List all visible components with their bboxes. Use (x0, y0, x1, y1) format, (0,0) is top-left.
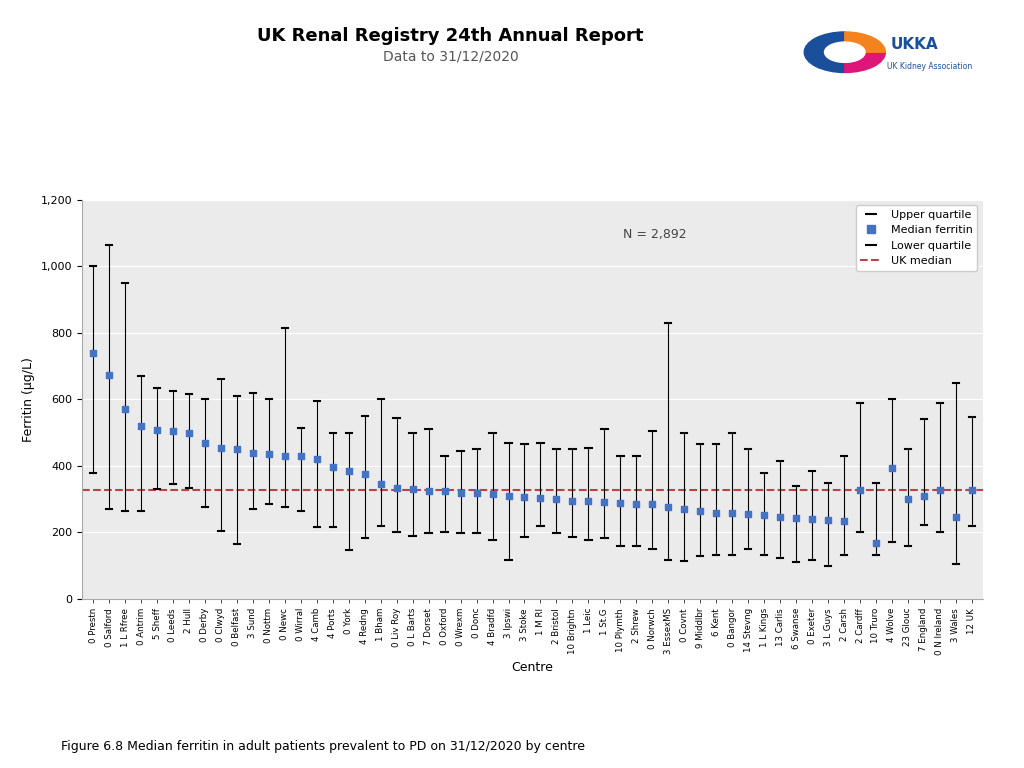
Point (676, 502, 692, 515)
Point (501, 490, 517, 502)
Text: Figure 6.8 Median ferritin in adult patients prevalent to PD on 31/12/2020 by ce: Figure 6.8 Median ferritin in adult pati… (61, 740, 586, 753)
Point (388, 482, 404, 494)
Point (85, 347, 101, 359)
Point (915, 490, 932, 502)
Circle shape (824, 42, 865, 62)
Point (228, 443, 245, 455)
Point (772, 511, 788, 523)
Point (596, 495, 612, 508)
Point (181, 426, 198, 439)
Wedge shape (804, 32, 845, 72)
Point (532, 492, 549, 504)
Wedge shape (845, 52, 886, 72)
Point (947, 511, 964, 523)
Point (692, 505, 709, 517)
X-axis label: Centre: Centre (512, 661, 553, 674)
Text: UK Kidney Association: UK Kidney Association (887, 61, 973, 71)
Text: N = 2,892: N = 2,892 (623, 227, 686, 240)
Text: UKKA: UKKA (891, 38, 939, 52)
Point (867, 537, 884, 549)
Point (932, 484, 948, 496)
Point (101, 369, 118, 382)
Point (293, 450, 309, 462)
Point (197, 437, 213, 449)
Wedge shape (845, 32, 886, 52)
Point (581, 495, 597, 507)
Point (453, 486, 469, 498)
Point (836, 515, 852, 527)
Point (628, 498, 644, 511)
Point (756, 509, 772, 521)
Point (484, 488, 501, 501)
Point (708, 506, 724, 518)
Point (325, 461, 341, 473)
Point (404, 483, 421, 495)
Point (820, 514, 837, 526)
Point (516, 491, 532, 503)
Point (644, 498, 660, 511)
Point (787, 511, 804, 524)
Point (436, 485, 453, 497)
Point (148, 424, 165, 436)
Point (356, 468, 373, 481)
Point (421, 485, 437, 497)
Point (261, 449, 278, 461)
Point (213, 442, 229, 454)
Point (964, 484, 980, 496)
Point (308, 453, 325, 465)
Text: UK Renal Registry 24th Annual Report: UK Renal Registry 24th Annual Report (257, 27, 644, 45)
Point (612, 497, 629, 509)
Point (564, 495, 581, 507)
Y-axis label: Ferritin (μg/L): Ferritin (μg/L) (23, 357, 35, 442)
Point (276, 450, 293, 462)
Point (804, 512, 820, 525)
Point (133, 420, 150, 432)
Point (165, 425, 181, 437)
Point (548, 493, 564, 505)
Point (900, 493, 916, 505)
Point (341, 465, 357, 477)
Point (724, 506, 740, 518)
Point (245, 447, 261, 459)
Point (117, 403, 133, 415)
Point (884, 462, 900, 474)
Point (852, 484, 868, 496)
Legend: Upper quartile, Median ferritin, Lower quartile, UK median: Upper quartile, Median ferritin, Lower q… (856, 205, 978, 271)
Point (660, 501, 677, 513)
Text: Data to 31/12/2020: Data to 31/12/2020 (383, 50, 518, 64)
Point (468, 487, 484, 499)
Point (740, 508, 757, 521)
Point (373, 478, 389, 491)
